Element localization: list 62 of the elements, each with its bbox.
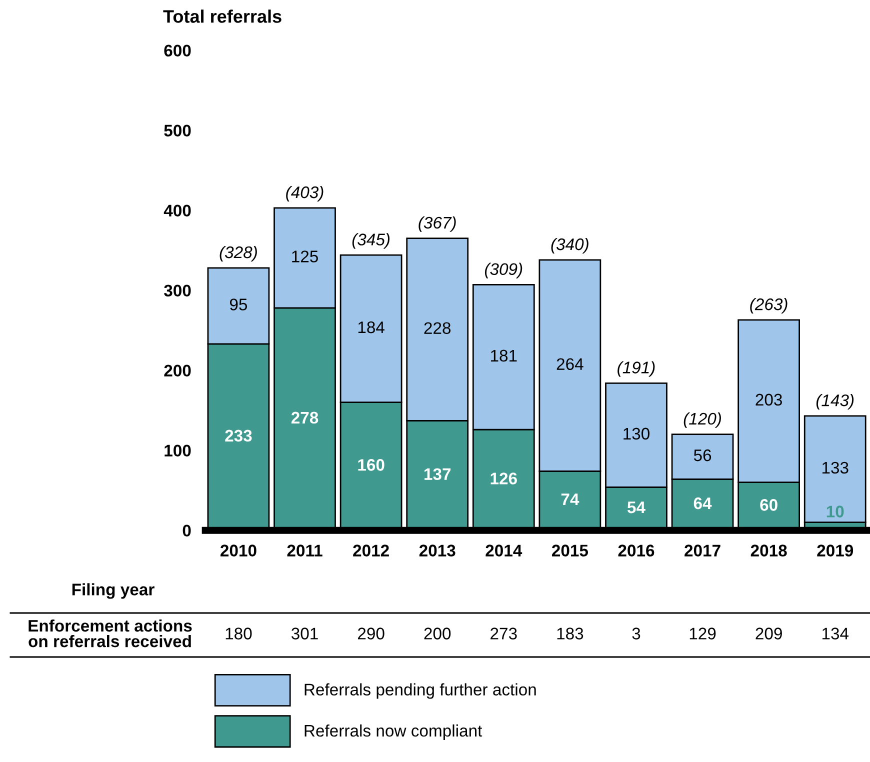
x-tick-label: 2013 (419, 544, 456, 557)
annotation: (309) (484, 262, 522, 278)
y-tick-label: 0 (182, 524, 191, 537)
y-tick-label: 200 (164, 364, 191, 377)
data-label: 184 (358, 321, 384, 334)
data-label: 228 (424, 322, 451, 334)
x-tick-label: 2012 (353, 544, 389, 556)
y-tick-label: 600 (164, 44, 191, 56)
data-label: 203 (756, 394, 782, 406)
annotation: (143) (816, 394, 854, 410)
text: 273 (490, 628, 517, 640)
annotation: (340) (551, 238, 588, 254)
text: 209 (756, 628, 782, 640)
text: 301 (291, 628, 318, 640)
data-label: 74 (561, 494, 580, 506)
y-axis-title: Total referrals (163, 10, 282, 23)
data-label: 130 (624, 428, 650, 440)
annotation: (367) (418, 216, 456, 232)
x-tick-label: 2019 (817, 544, 854, 556)
data-label: 126 (490, 472, 517, 484)
x-tick-label: 2017 (684, 544, 720, 556)
y-tick-label: 300 (164, 284, 191, 297)
y-tick-label: 100 (164, 444, 191, 457)
text: 200 (424, 628, 451, 640)
data-label: 10 (826, 506, 844, 518)
annotation: (403) (286, 186, 324, 202)
text: 183 (557, 628, 584, 640)
annotation: (120) (684, 412, 721, 428)
data-label: 95 (230, 298, 248, 310)
data-label: 278 (291, 412, 318, 424)
data-label: 233 (225, 430, 252, 442)
data-label: 60 (760, 499, 778, 511)
x-tick-label: 2014 (486, 544, 522, 556)
x-axis-title: Filing year (72, 583, 154, 599)
text: Enforcement actions on referrals received (28, 619, 192, 648)
x-tick-label: 2018 (750, 544, 787, 556)
annotation: (263) (750, 298, 788, 314)
text: 129 (690, 628, 716, 640)
text: 3 (632, 628, 640, 640)
y-tick-label: 400 (164, 204, 191, 217)
data-label: 264 (556, 358, 584, 370)
data-label: 56 (694, 449, 712, 462)
data-label: 133 (822, 462, 848, 474)
annotation: (345) (352, 233, 390, 249)
x-tick-label: 2016 (618, 544, 654, 556)
text: 290 (358, 628, 384, 640)
legend-label: Referrals now compliant (304, 724, 482, 740)
data-label: 160 (358, 459, 384, 471)
text: 134 (822, 628, 849, 640)
x-tick-label: 2011 (287, 544, 322, 556)
data-label: 125 (292, 250, 318, 262)
annotation: (191) (618, 361, 655, 377)
data-label: 54 (627, 502, 646, 514)
legend-label: Referrals pending further action (304, 683, 536, 699)
data-label: 137 (424, 468, 451, 480)
data-label: 181 (491, 350, 517, 362)
x-tick-label: 2010 (220, 544, 256, 556)
text: 180 (226, 628, 252, 640)
data-label: 64 (694, 497, 712, 510)
annotation: (328) (220, 246, 257, 262)
x-tick-label: 2015 (552, 544, 588, 556)
y-tick-label: 500 (164, 124, 191, 137)
